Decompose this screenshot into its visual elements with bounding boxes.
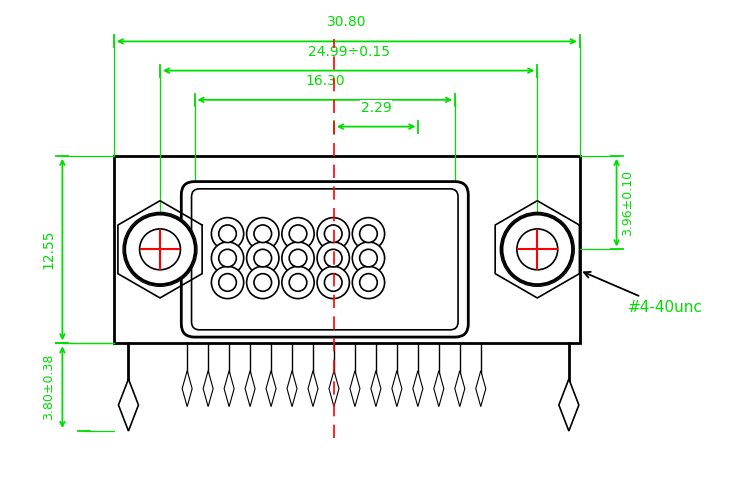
- Circle shape: [317, 242, 349, 274]
- Circle shape: [254, 225, 272, 243]
- Circle shape: [289, 274, 307, 291]
- Polygon shape: [287, 371, 297, 407]
- Polygon shape: [413, 371, 423, 407]
- Polygon shape: [559, 379, 579, 431]
- FancyBboxPatch shape: [181, 182, 468, 337]
- Text: 12.55: 12.55: [41, 230, 55, 269]
- Polygon shape: [203, 371, 213, 407]
- Circle shape: [211, 266, 244, 299]
- Polygon shape: [392, 371, 402, 407]
- Polygon shape: [266, 371, 276, 407]
- Circle shape: [123, 212, 197, 286]
- Text: #4-40unc: #4-40unc: [584, 272, 702, 315]
- Polygon shape: [350, 371, 360, 407]
- Circle shape: [352, 266, 385, 299]
- Circle shape: [517, 229, 558, 270]
- Circle shape: [324, 225, 342, 243]
- Circle shape: [247, 242, 279, 274]
- Text: 3.96±0.10: 3.96±0.10: [622, 169, 635, 236]
- Circle shape: [289, 249, 307, 267]
- Circle shape: [360, 274, 377, 291]
- Circle shape: [282, 266, 314, 299]
- Polygon shape: [434, 371, 444, 407]
- Circle shape: [324, 249, 342, 267]
- Circle shape: [352, 218, 385, 250]
- Polygon shape: [308, 371, 318, 407]
- Circle shape: [289, 225, 307, 243]
- Circle shape: [317, 266, 349, 299]
- Polygon shape: [245, 371, 255, 407]
- Circle shape: [211, 242, 244, 274]
- Circle shape: [502, 214, 573, 284]
- Polygon shape: [182, 371, 192, 407]
- Text: 3.80±0.38: 3.80±0.38: [43, 354, 55, 420]
- Circle shape: [219, 249, 236, 267]
- Polygon shape: [455, 371, 465, 407]
- Circle shape: [247, 266, 279, 299]
- Polygon shape: [329, 371, 339, 407]
- Circle shape: [360, 225, 377, 243]
- Circle shape: [360, 249, 377, 267]
- Polygon shape: [476, 371, 486, 407]
- Circle shape: [352, 242, 385, 274]
- Polygon shape: [224, 371, 234, 407]
- Text: 2.29: 2.29: [361, 101, 391, 114]
- Text: 16.30: 16.30: [305, 74, 344, 88]
- Text: 30.80: 30.80: [327, 16, 366, 29]
- Polygon shape: [118, 379, 139, 431]
- FancyBboxPatch shape: [192, 189, 458, 330]
- Text: 24.99÷0.15: 24.99÷0.15: [308, 45, 390, 58]
- Circle shape: [324, 274, 342, 291]
- Circle shape: [139, 229, 181, 270]
- Circle shape: [254, 249, 272, 267]
- Circle shape: [282, 242, 314, 274]
- Polygon shape: [371, 371, 381, 407]
- Circle shape: [125, 214, 195, 284]
- Circle shape: [219, 274, 236, 291]
- Circle shape: [282, 218, 314, 250]
- Circle shape: [317, 218, 349, 250]
- Circle shape: [254, 274, 272, 291]
- Circle shape: [247, 218, 279, 250]
- Circle shape: [501, 212, 574, 286]
- Circle shape: [211, 218, 244, 250]
- Circle shape: [219, 225, 236, 243]
- Bar: [114, 156, 580, 343]
